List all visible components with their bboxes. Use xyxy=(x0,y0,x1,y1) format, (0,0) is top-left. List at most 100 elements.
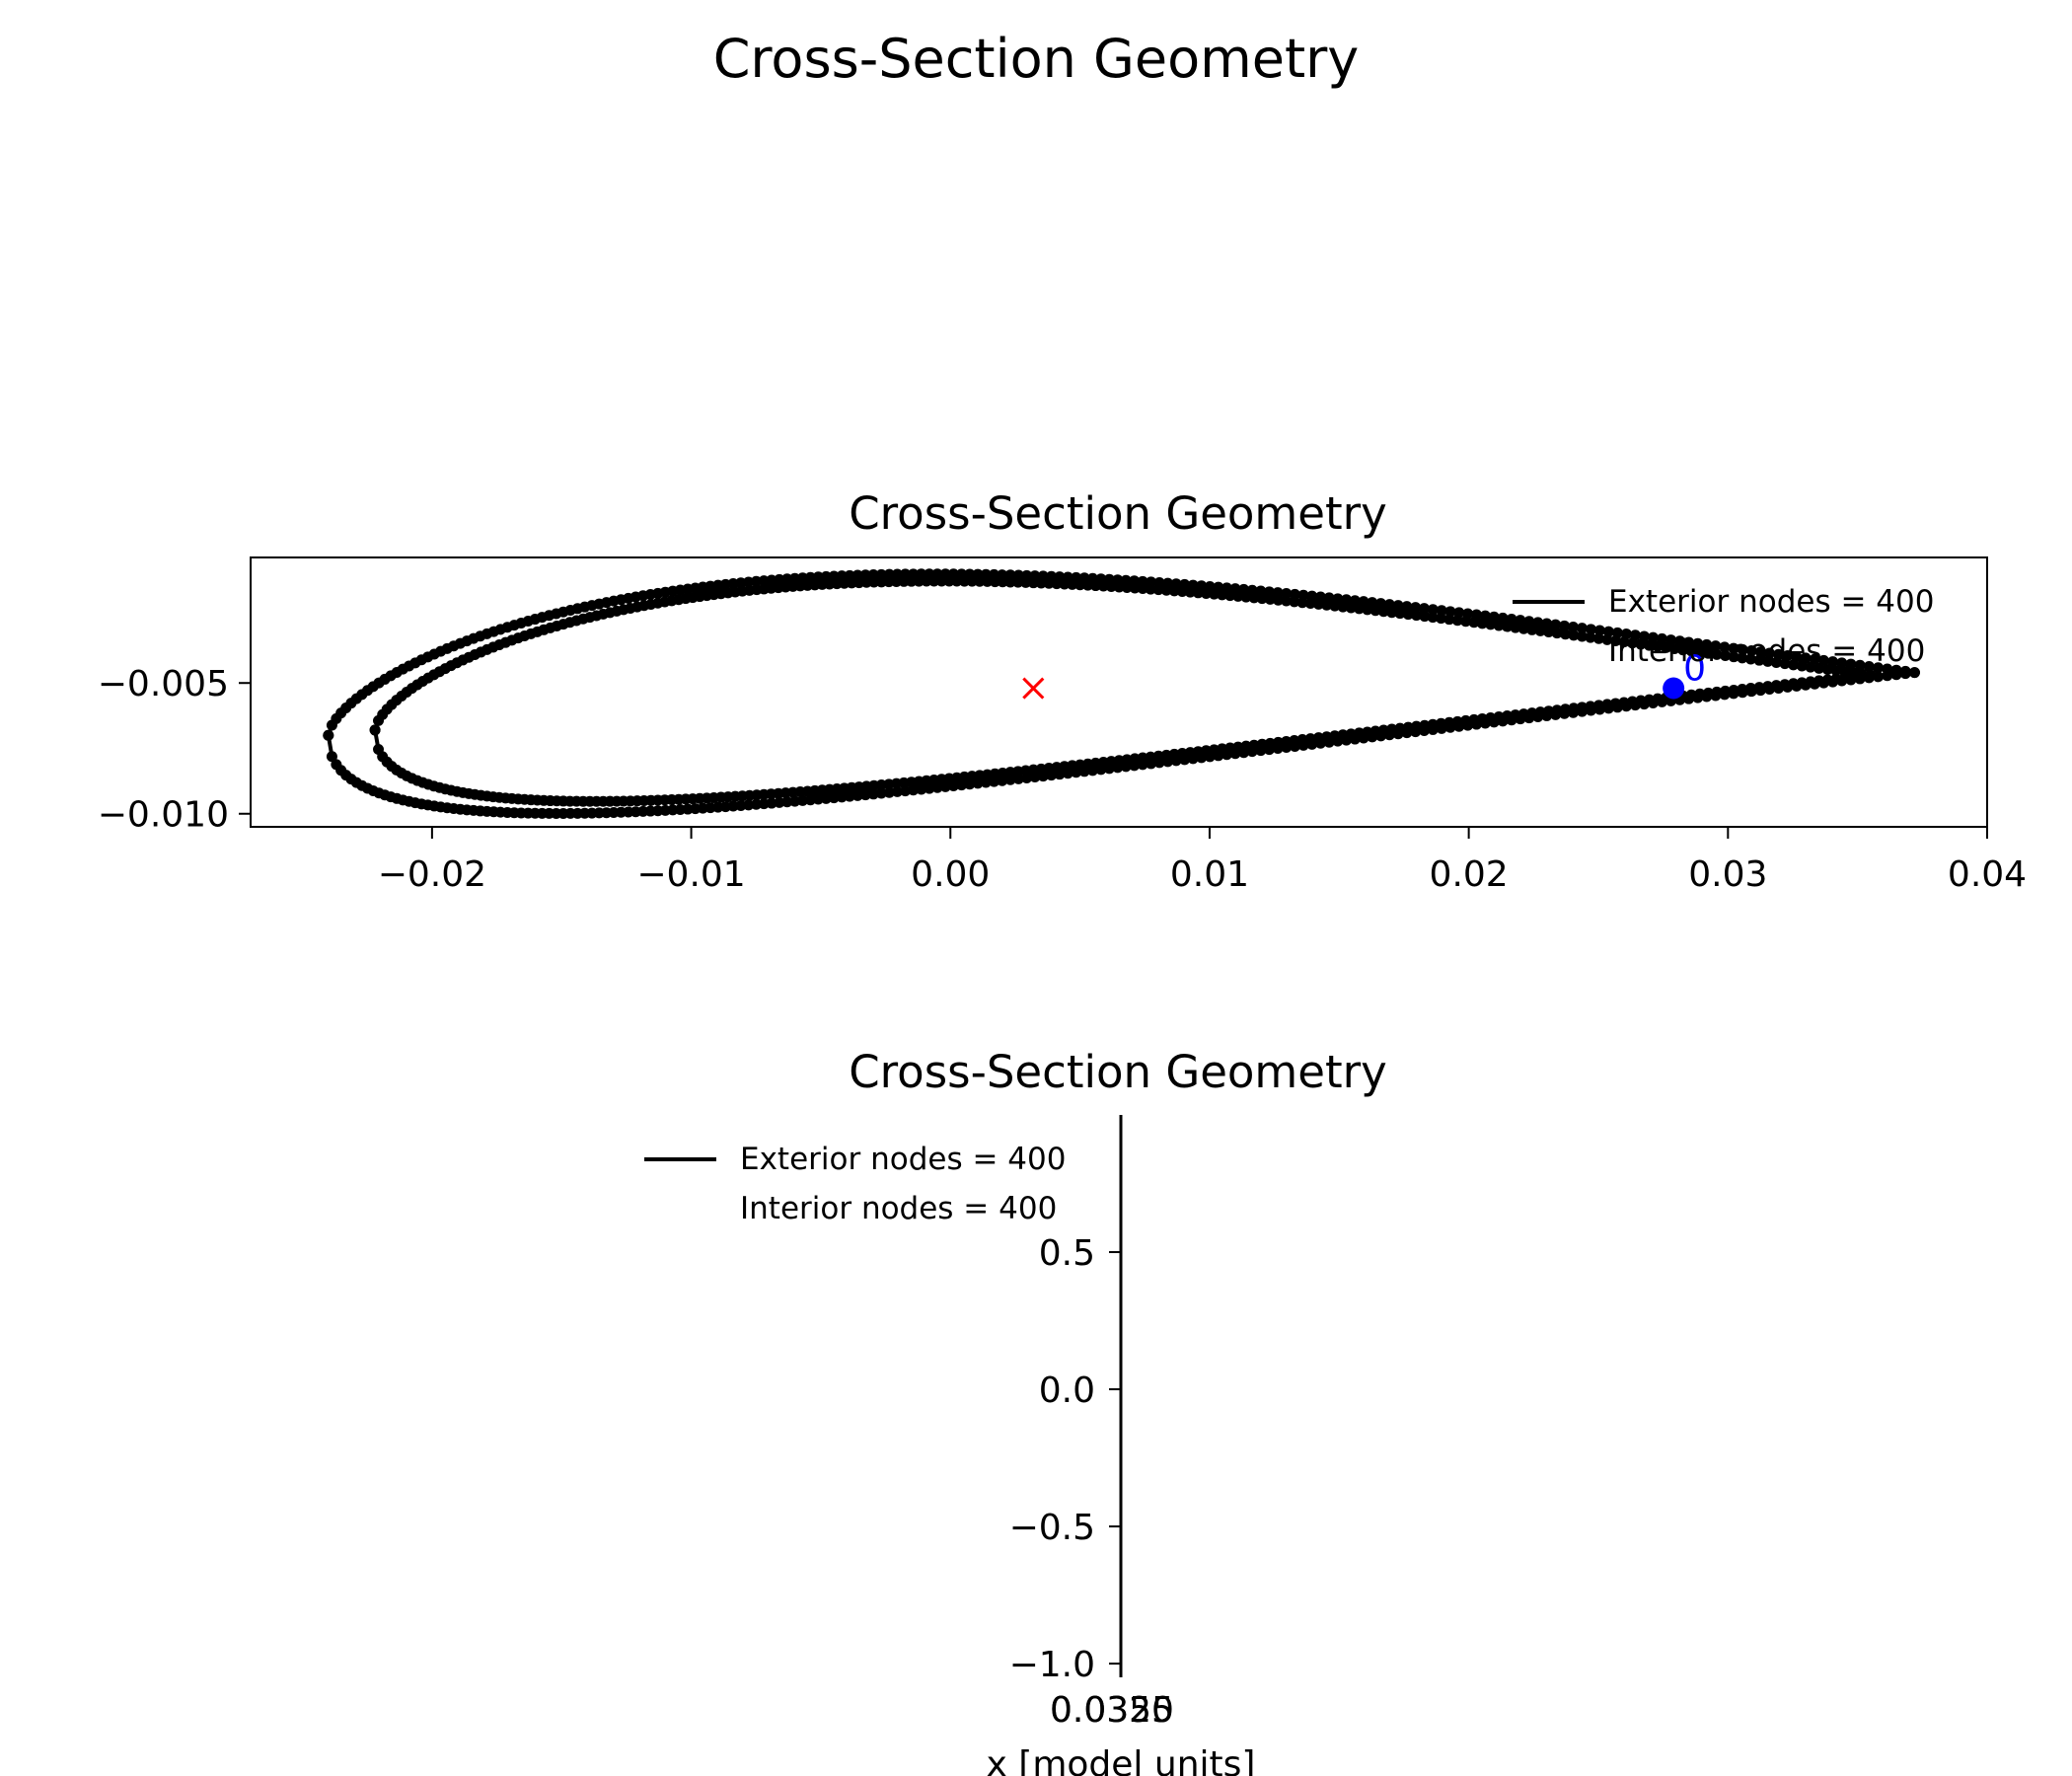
node-marker xyxy=(1854,659,1866,671)
node-marker xyxy=(1354,603,1366,615)
node-marker xyxy=(1720,650,1732,662)
node-marker xyxy=(1510,709,1521,721)
node-marker xyxy=(1394,608,1406,620)
node-marker xyxy=(369,724,381,736)
top-legend-exterior-label: Exterior nodes = 400 xyxy=(1608,584,1934,620)
bottom-y-tick-label: 0.5 xyxy=(1039,1233,1095,1274)
node-marker xyxy=(1762,655,1774,667)
node-marker xyxy=(1753,654,1765,666)
node-marker xyxy=(1609,698,1621,709)
node-marker xyxy=(1674,635,1686,647)
node-marker xyxy=(1281,595,1293,607)
node-marker xyxy=(1460,714,1472,726)
node-marker xyxy=(836,791,848,803)
node-marker xyxy=(1532,617,1544,629)
node-marker xyxy=(1321,599,1333,611)
node-marker xyxy=(1451,615,1463,627)
node-marker xyxy=(1152,584,1164,596)
node-marker xyxy=(1683,636,1695,648)
node-marker xyxy=(1720,685,1732,697)
node-marker xyxy=(1059,578,1071,590)
node-marker xyxy=(1232,741,1244,753)
node-marker xyxy=(1805,676,1816,688)
node-marker xyxy=(766,574,777,586)
top-legend-interior-label: Interior nodes = 400 xyxy=(1608,633,1925,669)
node-marker xyxy=(1296,734,1308,746)
node-marker xyxy=(974,575,986,587)
node-marker xyxy=(1043,577,1055,589)
top-axes-legend: Exterior nodes = 400 Interior nodes = 40… xyxy=(1513,584,1934,669)
node-marker xyxy=(1436,613,1447,625)
node-marker xyxy=(1805,661,1816,673)
bottom-y-tick-label: 0.0 xyxy=(1039,1370,1095,1411)
node-marker xyxy=(1436,605,1447,617)
node-marker xyxy=(1592,700,1604,711)
top-x-tick-label: 0.03 xyxy=(1688,854,1767,895)
node-marker xyxy=(1711,686,1723,698)
node-marker xyxy=(1097,580,1109,592)
node-marker xyxy=(906,575,918,587)
node-marker xyxy=(1152,750,1164,762)
node-marker xyxy=(1240,591,1252,603)
node-marker xyxy=(1865,669,1877,681)
bottom-x-tick-label-1: 0.0350 xyxy=(1050,1690,1174,1731)
node-marker xyxy=(1121,581,1133,593)
node-marker xyxy=(1256,738,1268,750)
node-marker xyxy=(891,575,903,587)
node-marker xyxy=(1899,668,1911,680)
node-marker xyxy=(1402,609,1414,621)
node-marker xyxy=(1635,638,1647,650)
node-marker xyxy=(1543,627,1555,638)
node-marker xyxy=(1847,671,1859,683)
node-marker xyxy=(1436,717,1447,729)
node-marker xyxy=(1240,740,1252,752)
node-marker xyxy=(1418,603,1430,615)
node-marker xyxy=(1770,657,1782,669)
node-marker xyxy=(1839,672,1851,684)
node-marker xyxy=(812,793,824,805)
node-marker xyxy=(1821,663,1833,675)
node-marker xyxy=(1184,747,1196,759)
node-marker xyxy=(913,575,925,587)
node-marker xyxy=(982,575,994,587)
node-marker xyxy=(1813,662,1825,674)
node-marker xyxy=(1550,619,1562,630)
node-marker xyxy=(1451,715,1463,727)
bottom-legend-interior-label: Interior nodes = 400 xyxy=(740,1191,1057,1226)
node-marker xyxy=(1661,641,1672,653)
node-marker xyxy=(1004,576,1016,588)
node-marker xyxy=(1113,581,1125,593)
node-marker xyxy=(1312,732,1324,744)
node-marker xyxy=(781,573,793,585)
node-marker xyxy=(1501,621,1513,632)
node-marker xyxy=(1272,736,1284,748)
top-x-tick-label: 0.02 xyxy=(1430,854,1509,895)
node-marker xyxy=(1121,754,1133,766)
node-marker xyxy=(1677,644,1689,656)
node-marker xyxy=(1817,654,1829,666)
top-axes-x-ticks: −0.02 −0.01 0.00 0.01 0.02 0.03 0.04 xyxy=(378,827,2027,895)
node-marker xyxy=(1460,616,1472,628)
node-marker xyxy=(1129,753,1141,765)
node-marker xyxy=(1419,719,1431,731)
node-marker xyxy=(1232,590,1244,602)
node-marker xyxy=(1476,712,1488,724)
node-marker xyxy=(1217,743,1228,755)
node-marker xyxy=(1184,586,1196,598)
node-marker xyxy=(1485,619,1497,630)
top-x-tick-label: −0.01 xyxy=(636,854,745,895)
node-marker xyxy=(1788,659,1800,671)
node-marker xyxy=(1369,605,1381,617)
node-marker xyxy=(1526,624,1538,635)
node-marker xyxy=(1035,577,1047,589)
node-marker xyxy=(820,792,832,804)
node-marker xyxy=(943,575,955,587)
node-marker xyxy=(966,575,978,587)
top-y-tick-label: −0.010 xyxy=(98,795,229,836)
figure-suptitle: Cross-Section Geometry xyxy=(713,28,1360,90)
node-marker xyxy=(1168,585,1180,597)
node-marker xyxy=(1694,646,1706,658)
node-marker xyxy=(1526,707,1538,719)
node-marker xyxy=(1411,610,1423,622)
